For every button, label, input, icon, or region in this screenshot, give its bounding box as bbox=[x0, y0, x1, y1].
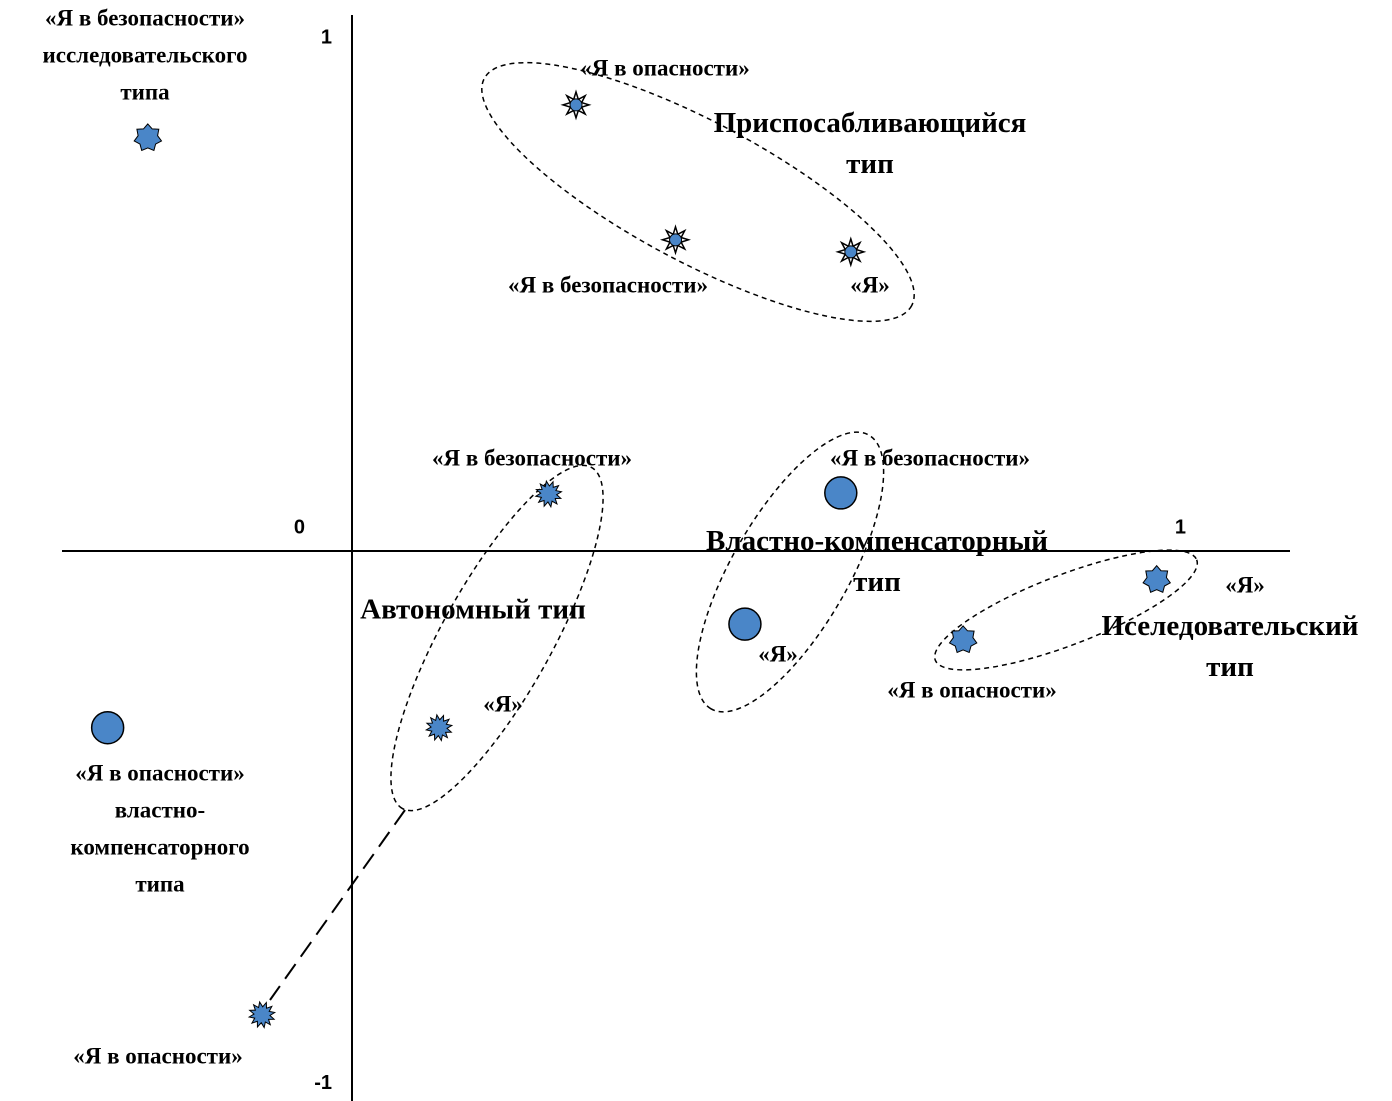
point bbox=[560, 89, 592, 121]
marker-core bbox=[669, 233, 683, 247]
point bbox=[247, 1000, 277, 1029]
group-label-line: Иселедовательский bbox=[1102, 610, 1359, 642]
group-label: Автономный тип bbox=[360, 594, 586, 626]
group-ellipse bbox=[933, 549, 1199, 671]
x-tick-label: 0 bbox=[294, 516, 305, 538]
group-label-line: Приспосабливающийся bbox=[714, 107, 1027, 139]
point bbox=[824, 476, 858, 510]
group-ellipse bbox=[695, 431, 885, 713]
point bbox=[948, 625, 978, 654]
point-label: «Я в опасности» bbox=[580, 55, 750, 80]
point bbox=[835, 236, 867, 268]
connector bbox=[269, 809, 406, 1001]
point-label: «Я» bbox=[1225, 572, 1265, 597]
point bbox=[534, 479, 563, 509]
group-label-line: Властно-компенсаторный bbox=[706, 525, 1048, 557]
group-label-line: тип bbox=[853, 566, 901, 598]
point-label: типа bbox=[135, 871, 185, 896]
group-label-line: тип bbox=[846, 148, 894, 180]
point bbox=[90, 710, 125, 745]
group-label: Иселедовательский тип bbox=[1102, 610, 1359, 683]
point-label: типа bbox=[120, 79, 170, 104]
point-label: «Я в безопасности» bbox=[432, 445, 632, 470]
point-label: «Я» bbox=[850, 272, 890, 297]
point bbox=[424, 713, 454, 742]
point bbox=[659, 224, 692, 256]
point-label: компенсаторного bbox=[70, 834, 249, 859]
point-label: «Я в безопасности» bbox=[830, 445, 1030, 470]
marker-core bbox=[844, 245, 858, 259]
group-ellipse bbox=[390, 464, 604, 812]
point-label: «Я» bbox=[758, 641, 798, 666]
point-label: «Я в опасности» bbox=[73, 1043, 243, 1068]
y-tick-label: -1 bbox=[314, 1072, 332, 1094]
point-label: исследовательского bbox=[43, 42, 248, 67]
group-label: Приспосабливающийся тип bbox=[714, 107, 1027, 180]
group-ellipse bbox=[481, 61, 915, 323]
x-tick-label: 1 bbox=[1175, 516, 1186, 538]
point-label: властно- bbox=[115, 797, 205, 822]
group-label-line: тип bbox=[1206, 651, 1254, 683]
point-label: «Я в безопасности» bbox=[508, 272, 708, 297]
y-tick-label: 1 bbox=[321, 26, 332, 48]
point bbox=[728, 607, 762, 641]
group-label: Властно-компенсаторный тип bbox=[706, 525, 1048, 598]
point bbox=[1142, 564, 1172, 593]
point-label: «Я в опасности» bbox=[887, 677, 1057, 702]
marker-core bbox=[569, 98, 583, 112]
point-label: «Я в опасности» bbox=[75, 760, 245, 785]
point-label: «Я» bbox=[483, 691, 523, 716]
point-label: «Я в безопасности» bbox=[45, 5, 245, 30]
point bbox=[133, 123, 163, 152]
